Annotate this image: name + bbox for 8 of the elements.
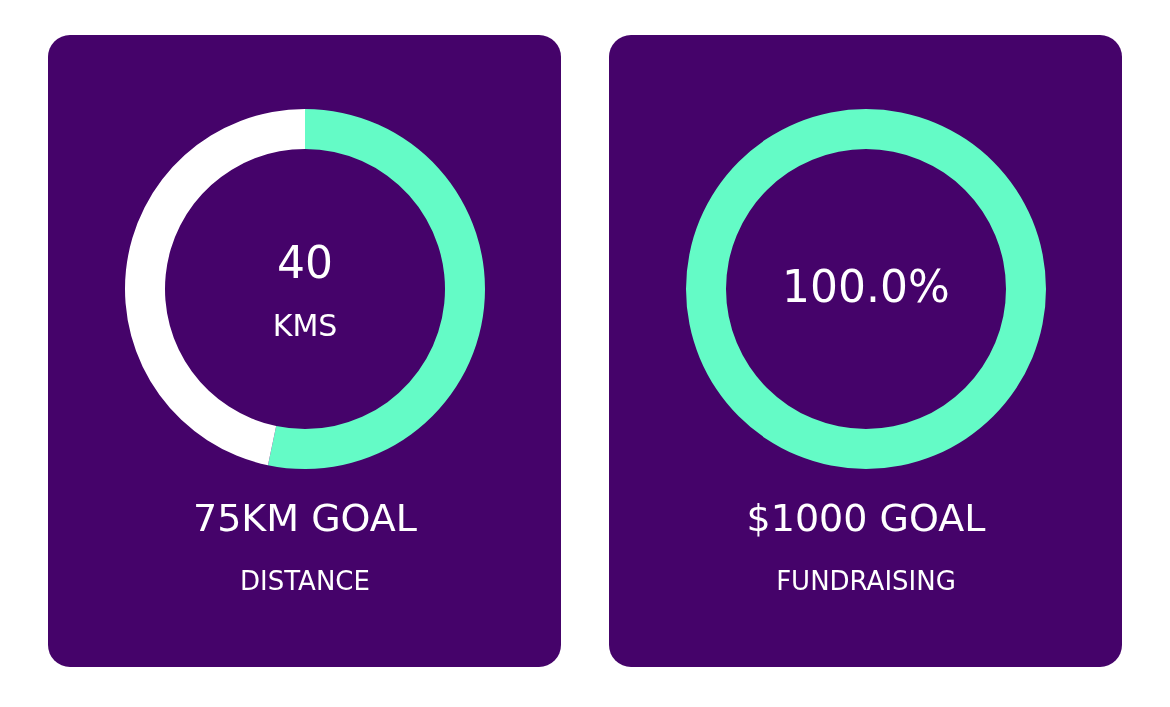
donut-slice bbox=[267, 109, 485, 469]
text: KMS bbox=[272, 308, 338, 343]
text: 100.0% bbox=[782, 261, 950, 312]
text: $1000 GOAL bbox=[746, 496, 986, 540]
text: DISTANCE bbox=[240, 566, 370, 596]
text: FUNDRAISING bbox=[776, 566, 956, 596]
text: 75KM GOAL bbox=[193, 496, 417, 540]
text: 40 bbox=[277, 237, 333, 288]
